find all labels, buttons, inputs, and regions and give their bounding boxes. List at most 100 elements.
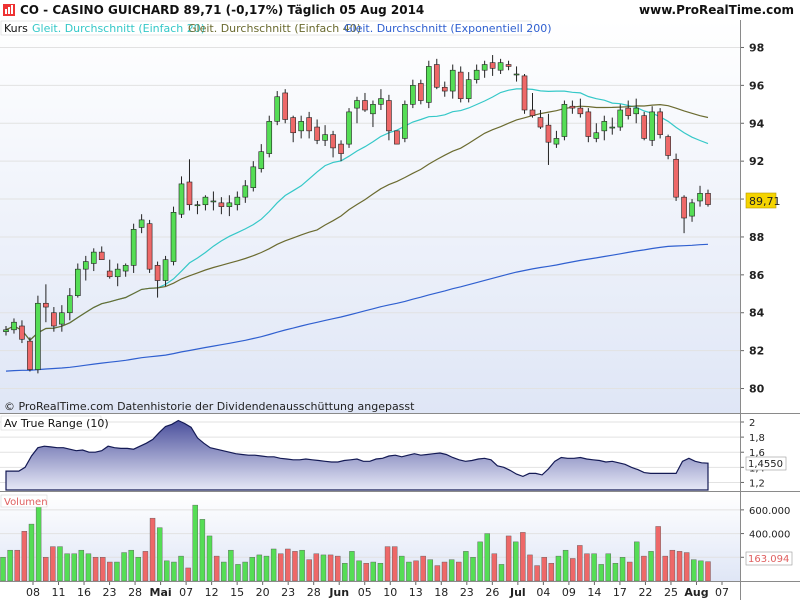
site-url[interactable]: www.ProRealTime.com: [639, 3, 794, 17]
volume-bar: [705, 561, 711, 582]
x-tick-label: 22: [638, 586, 652, 599]
volume-bar: [114, 561, 120, 582]
candle: [274, 91, 281, 126]
candle: [242, 180, 249, 203]
volume-bar: [477, 541, 483, 582]
candle: [90, 248, 97, 272]
price-tick-label: 88: [749, 231, 764, 244]
candle: [585, 108, 592, 143]
volume-bar: [171, 561, 177, 582]
candle: [194, 200, 201, 215]
candle: [122, 263, 129, 277]
candle: [19, 320, 25, 344]
prorealtime-logo-icon: [3, 4, 15, 16]
candle: [146, 219, 153, 273]
volume-bar: [43, 557, 49, 582]
volume-bar: [598, 564, 604, 582]
volume-bar: [441, 561, 448, 582]
volume-bar: [263, 555, 270, 582]
x-tick-label: Mai: [150, 586, 172, 599]
volume-bar: [178, 555, 184, 582]
x-tick-label: 13: [409, 586, 423, 599]
volume-bar: [299, 549, 305, 582]
candle: [346, 108, 352, 148]
candle: [529, 92, 536, 118]
candle: [3, 326, 9, 336]
candle: [282, 89, 289, 124]
volume-bar: [619, 557, 626, 582]
candle: [497, 58, 504, 74]
candle: [457, 66, 464, 103]
volume-bar: [78, 549, 85, 582]
candle: [43, 284, 49, 323]
candle: [51, 307, 57, 332]
volume-bar: [662, 555, 668, 582]
volume-bar: [256, 554, 263, 582]
price-tick-label: 86: [749, 269, 765, 282]
candle: [298, 115, 304, 139]
x-tick-label: 23: [281, 586, 295, 599]
price-tick-label: 94: [749, 117, 765, 130]
x-tick-label: 14: [587, 586, 601, 599]
chart-header: CO - CASINO GUICHARD 89,71 (-0,17%) Tägl…: [0, 0, 800, 20]
last-price-badge: 89,71: [745, 192, 781, 209]
volume-bar: [548, 563, 555, 582]
volume-bar: [463, 551, 469, 582]
candle: [98, 246, 105, 260]
candle: [593, 123, 600, 143]
candle: [569, 100, 576, 114]
volume-bar: [185, 567, 191, 582]
volume-bar: [85, 553, 92, 582]
volume-bar: [641, 555, 647, 582]
atr-value-badge: 1,4550: [745, 456, 787, 471]
candle: [489, 55, 496, 76]
candle: [250, 161, 257, 192]
volume-bar: [285, 548, 291, 582]
volume-bar: [156, 527, 163, 582]
candle: [27, 337, 33, 372]
volume-bar: [249, 557, 255, 582]
x-tick-label: 05: [358, 586, 372, 599]
volume-bar: [541, 557, 547, 582]
candle: [609, 117, 616, 135]
candle: [505, 60, 512, 71]
candle: [234, 191, 241, 211]
candle: [354, 96, 360, 124]
volume-bar: [107, 561, 113, 582]
x-tick-label: 15: [230, 586, 244, 599]
volume-bar: [377, 563, 384, 582]
volume-bar: [28, 523, 35, 582]
candle: [561, 100, 568, 141]
candle: [162, 255, 169, 287]
volume-bar: [149, 517, 156, 582]
candle: [138, 214, 145, 234]
candle: [633, 98, 640, 124]
candle: [521, 74, 528, 114]
price-panel-label: Kurs: [4, 22, 28, 35]
volume-bar: [406, 561, 412, 582]
candle: [537, 110, 544, 129]
candle: [513, 66, 520, 82]
x-tick-label: 07: [179, 586, 193, 599]
volume-bar: [534, 565, 540, 582]
candle: [170, 206, 177, 266]
candle: [378, 89, 384, 110]
volume-bar: [213, 555, 220, 582]
ma40-legend-label: Gleit. Durchschnitt (Einfach 40): [188, 22, 361, 35]
atr-tick-label: 1,6: [749, 448, 765, 459]
candle: [338, 140, 344, 162]
candle: [617, 104, 624, 131]
volume-bar: [206, 535, 213, 582]
atr-panel-label: Av True Range (10): [4, 417, 109, 430]
volume-bar: [413, 560, 419, 582]
x-tick-label: 23: [103, 586, 117, 599]
candle: [601, 115, 608, 141]
candle: [178, 176, 185, 218]
x-tick-label: Jun: [328, 586, 349, 599]
x-tick-label: 26: [485, 586, 499, 599]
volume-bar: [491, 553, 498, 582]
volume-bar: [306, 559, 312, 582]
candle: [665, 134, 671, 160]
svg-text:1,4550: 1,4550: [748, 459, 783, 470]
x-tick-label: 09: [562, 586, 576, 599]
